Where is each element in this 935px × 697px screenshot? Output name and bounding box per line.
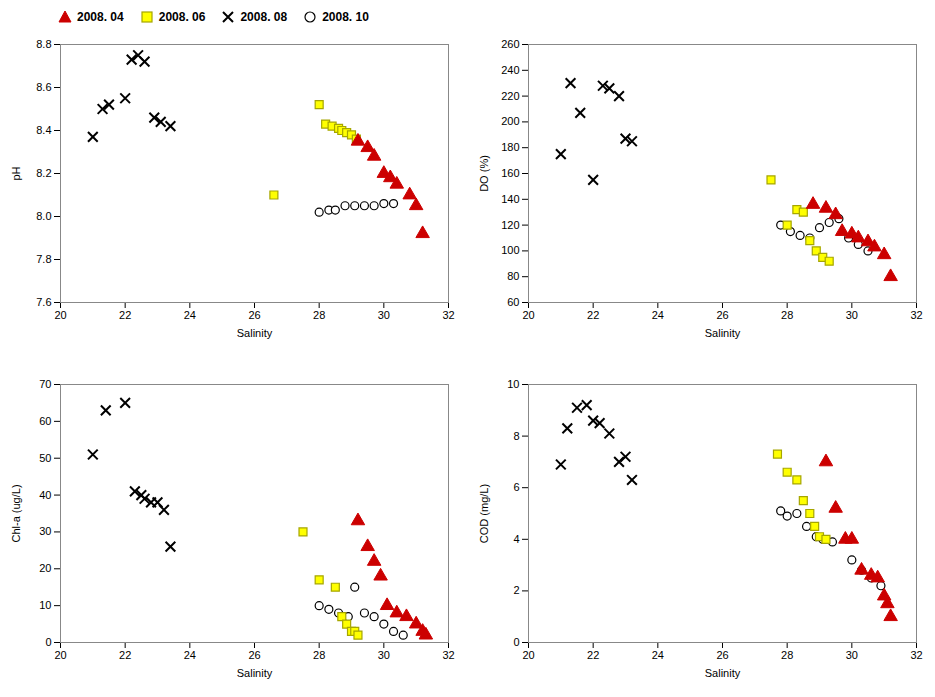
svg-text:20: 20	[522, 649, 534, 661]
svg-text:COD (mg/L): COD (mg/L)	[478, 484, 490, 543]
svg-text:20: 20	[39, 562, 51, 574]
svg-text:0: 0	[45, 636, 51, 648]
svg-text:26: 26	[248, 649, 260, 661]
svg-text:Chl-a (ug/L): Chl-a (ug/L)	[10, 484, 22, 542]
svg-text:40: 40	[39, 489, 51, 501]
svg-text:Salinity: Salinity	[237, 667, 273, 679]
svg-text:140: 140	[501, 193, 519, 205]
svg-text:32: 32	[910, 649, 922, 661]
html-text:2008. 08: 2008. 08	[240, 10, 288, 24]
svg-text:28: 28	[781, 309, 793, 321]
svg-text:2: 2	[513, 584, 519, 596]
svg-text:26: 26	[248, 309, 260, 321]
svg-text:30: 30	[846, 649, 858, 661]
svg-text:60: 60	[39, 415, 51, 427]
svg-text:60: 60	[507, 296, 519, 308]
svg-text:pH: pH	[10, 166, 22, 180]
svg-text:30: 30	[846, 309, 858, 321]
svg-text:4: 4	[513, 533, 519, 545]
svg-text:8.8: 8.8	[36, 38, 51, 50]
svg-text:30: 30	[39, 525, 51, 537]
svg-text:26: 26	[716, 649, 728, 661]
svg-text:28: 28	[781, 649, 793, 661]
svg-text:26: 26	[716, 309, 728, 321]
svg-text:24: 24	[652, 649, 664, 661]
svg-text:8.4: 8.4	[36, 124, 51, 136]
svg-text:22: 22	[587, 309, 599, 321]
svg-text:180: 180	[501, 141, 519, 153]
svg-text:24: 24	[184, 649, 196, 661]
svg-text:22: 22	[587, 649, 599, 661]
svg-text:50: 50	[39, 452, 51, 464]
svg-text:240: 240	[501, 64, 519, 76]
svg-text:24: 24	[184, 309, 196, 321]
svg-text:100: 100	[501, 244, 519, 256]
svg-text:32: 32	[442, 309, 454, 321]
svg-text:70: 70	[39, 378, 51, 390]
svg-text:7.6: 7.6	[36, 296, 51, 308]
svg-text:200: 200	[501, 115, 519, 127]
svg-text:22: 22	[119, 649, 131, 661]
svg-text:7.8: 7.8	[36, 253, 51, 265]
svg-text:30: 30	[378, 649, 390, 661]
svg-text:6: 6	[513, 481, 519, 493]
svg-text:120: 120	[501, 219, 519, 231]
svg-text:160: 160	[501, 167, 519, 179]
svg-text:0: 0	[513, 636, 519, 648]
svg-text:Salinity: Salinity	[705, 667, 741, 679]
svg-text:DO (%): DO (%)	[478, 155, 490, 192]
svg-text:20: 20	[522, 309, 534, 321]
svg-text:10: 10	[39, 599, 51, 611]
svg-text:22: 22	[119, 309, 131, 321]
svg-text:80: 80	[507, 270, 519, 282]
svg-text:10: 10	[507, 378, 519, 390]
svg-text:Salinity: Salinity	[237, 327, 273, 339]
html-text:2008. 04: 2008. 04	[77, 10, 124, 24]
svg-text:20: 20	[54, 649, 66, 661]
svg-text:Salinity: Salinity	[705, 327, 741, 339]
svg-text:8: 8	[513, 430, 519, 442]
svg-text:8.2: 8.2	[36, 167, 51, 179]
svg-text:20: 20	[54, 309, 66, 321]
svg-text:24: 24	[652, 309, 664, 321]
svg-text:260: 260	[501, 38, 519, 50]
svg-text:8.0: 8.0	[36, 210, 51, 222]
svg-text:220: 220	[501, 90, 519, 102]
svg-text:30: 30	[378, 309, 390, 321]
html-text:2008. 10: 2008. 10	[322, 10, 369, 24]
svg-text:32: 32	[442, 649, 454, 661]
svg-text:32: 32	[910, 309, 922, 321]
html-text:2008. 06: 2008. 06	[158, 10, 206, 24]
svg-text:8.6: 8.6	[36, 81, 51, 93]
svg-text:28: 28	[313, 649, 325, 661]
svg-text:28: 28	[313, 309, 325, 321]
